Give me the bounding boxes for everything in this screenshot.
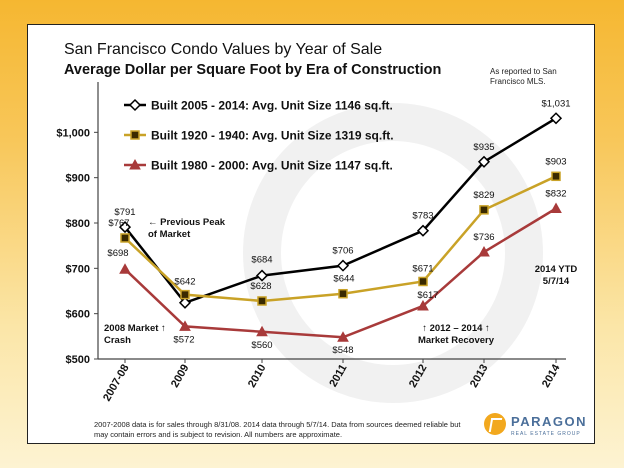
paragon-logo-icon (484, 413, 506, 435)
built-1920-1940-point-2007-08 (120, 233, 130, 243)
built-1980-2000-legend-label: Built 1980 - 2000: Avg. Unit Size 1147 s… (151, 159, 393, 173)
built-2005-2014-point-2011 (336, 259, 350, 272)
paragon-logo: PARAGON REAL ESTATE GROUP (484, 411, 594, 441)
built-1980-2000-point-2014 (550, 202, 562, 213)
annotation-0-line-0: ← Previous Peak (148, 217, 226, 228)
built-2005-2014-label-2007-08: $791 (114, 207, 135, 218)
line-chart: $500 $600 $700 $800 $900 $1,000 2007-08 2009 201… (56, 82, 578, 404)
built-1980-2000-point-2013 (478, 245, 490, 257)
x-tick-label-2007-08: 2007-08 (101, 363, 132, 404)
built-1920-1940-legend-label: Built 1920 - 1940: Avg. Unit Size 1319 s… (151, 129, 394, 143)
built-1980-2000-point-2011 (337, 331, 349, 342)
built-2005-2014-point-2014 (549, 112, 563, 125)
y-tick-label-900: $900 (66, 173, 90, 185)
x-tick-label-2013: 2013 (468, 363, 491, 390)
x-tick-label-2009: 2009 (169, 363, 192, 390)
built-1980-2000-point-2012 (417, 299, 429, 311)
built-1920-1940-label-2014: $903 (545, 156, 566, 167)
built-1920-1940-point-2012 (418, 276, 428, 287)
built-1980-2000-legend-marker (129, 158, 141, 170)
chart-title: San Francisco Condo Values by Year of Sa… (64, 41, 383, 58)
logo-name: PARAGON (511, 414, 587, 429)
annotation-3-line-0: 2014 YTD (535, 264, 578, 275)
built-2005-2014-point-2013 (477, 155, 491, 168)
built-1920-1940-point-2010 (257, 296, 267, 306)
source-note: As reported to San Francisco MLS. (490, 67, 557, 86)
built-2005-2014-label-2014: $1,031 (541, 98, 570, 109)
annotation-1-line-0: 2008 Market ↑ (104, 323, 166, 334)
built-1980-2000-point-2009 (179, 320, 191, 331)
built-1920-1940-label-2010: $628 (250, 281, 271, 292)
annotation-0-line-1: of Market (148, 229, 191, 240)
built-1980-2000-label-2012: $617 (417, 290, 438, 301)
built-2005-2014-legend-marker (128, 98, 142, 112)
built-2005-2014-label-2012: $783 (412, 211, 433, 222)
built-1920-1940-label-2007-08: $767 (108, 218, 129, 229)
y-tick-label-600: $600 (66, 309, 90, 321)
y-tick-label-700: $700 (66, 263, 90, 275)
built-1920-1940-label-2013: $829 (473, 190, 494, 201)
annotation-2-line-0: ↑ 2012 – 2014 ↑ (422, 323, 490, 334)
built-2005-2014-point-2012 (416, 224, 430, 237)
built-1980-2000-point-2007-08 (119, 263, 131, 274)
x-tick-label-2012: 2012 (407, 363, 430, 390)
chart-subtitle: Average Dollar per Square Foot by Era of… (64, 62, 442, 78)
built-1980-2000-point-2010 (256, 325, 268, 337)
built-2005-2014-point-2010 (255, 269, 269, 282)
built-2005-2014-point-2007-08 (118, 221, 132, 234)
built-1980-2000-label-2009: $572 (173, 334, 194, 345)
y-tick-label-500: $500 (66, 354, 90, 366)
built-1920-1940-label-2009: $642 (174, 277, 195, 288)
built-1980-2000-label-2014: $832 (545, 188, 566, 199)
built-2005-2014-legend-label: Built 2005 - 2014: Avg. Unit Size 1146 s… (151, 99, 393, 113)
footnote: 2007-2008 data is for sales through 8/31… (94, 420, 461, 439)
built-1920-1940-label-2011: $644 (333, 274, 354, 285)
annotation-3-line-1: 5/7/14 (543, 276, 570, 287)
annotation-1-line-1: Crash (104, 335, 131, 346)
x-tick-label-2014: 2014 (540, 362, 563, 390)
built-2005-2014-label-2010: $684 (251, 255, 272, 266)
logo-tagline: REAL ESTATE GROUP (511, 431, 581, 437)
annotation-2-line-1: Market Recovery (418, 335, 495, 346)
built-1920-1940-point-2013 (479, 205, 489, 215)
chart-card: San Francisco Condo Values by Year of Sa… (27, 24, 595, 444)
built-1980-2000-label-2010: $560 (251, 340, 272, 351)
built-1920-1940-point-2011 (338, 288, 348, 299)
x-tick-label-2010: 2010 (246, 363, 269, 390)
built-1920-1940-label-2012: $671 (412, 263, 433, 274)
built-2005-2014-label-2011: $706 (332, 246, 353, 257)
built-2005-2014-label-2013: $935 (473, 142, 494, 153)
y-tick-label-800: $800 (66, 218, 90, 230)
built-1920-1940-legend-marker (130, 130, 140, 140)
built-1920-1940-point-2009 (180, 289, 190, 300)
x-tick-label-2011: 2011 (327, 363, 349, 390)
built-2005-2014-point-2009 (178, 296, 192, 309)
built-1980-2000-label-2011: $548 (332, 345, 353, 356)
built-1980-2000-label-2007-08: $698 (107, 248, 128, 259)
y-tick-label-1000: $1,000 (56, 127, 90, 139)
built-1980-2000-label-2013: $736 (473, 232, 494, 243)
built-1920-1940-point-2014 (551, 171, 561, 182)
